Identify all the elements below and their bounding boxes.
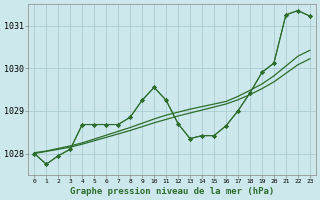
X-axis label: Graphe pression niveau de la mer (hPa): Graphe pression niveau de la mer (hPa): [70, 187, 274, 196]
